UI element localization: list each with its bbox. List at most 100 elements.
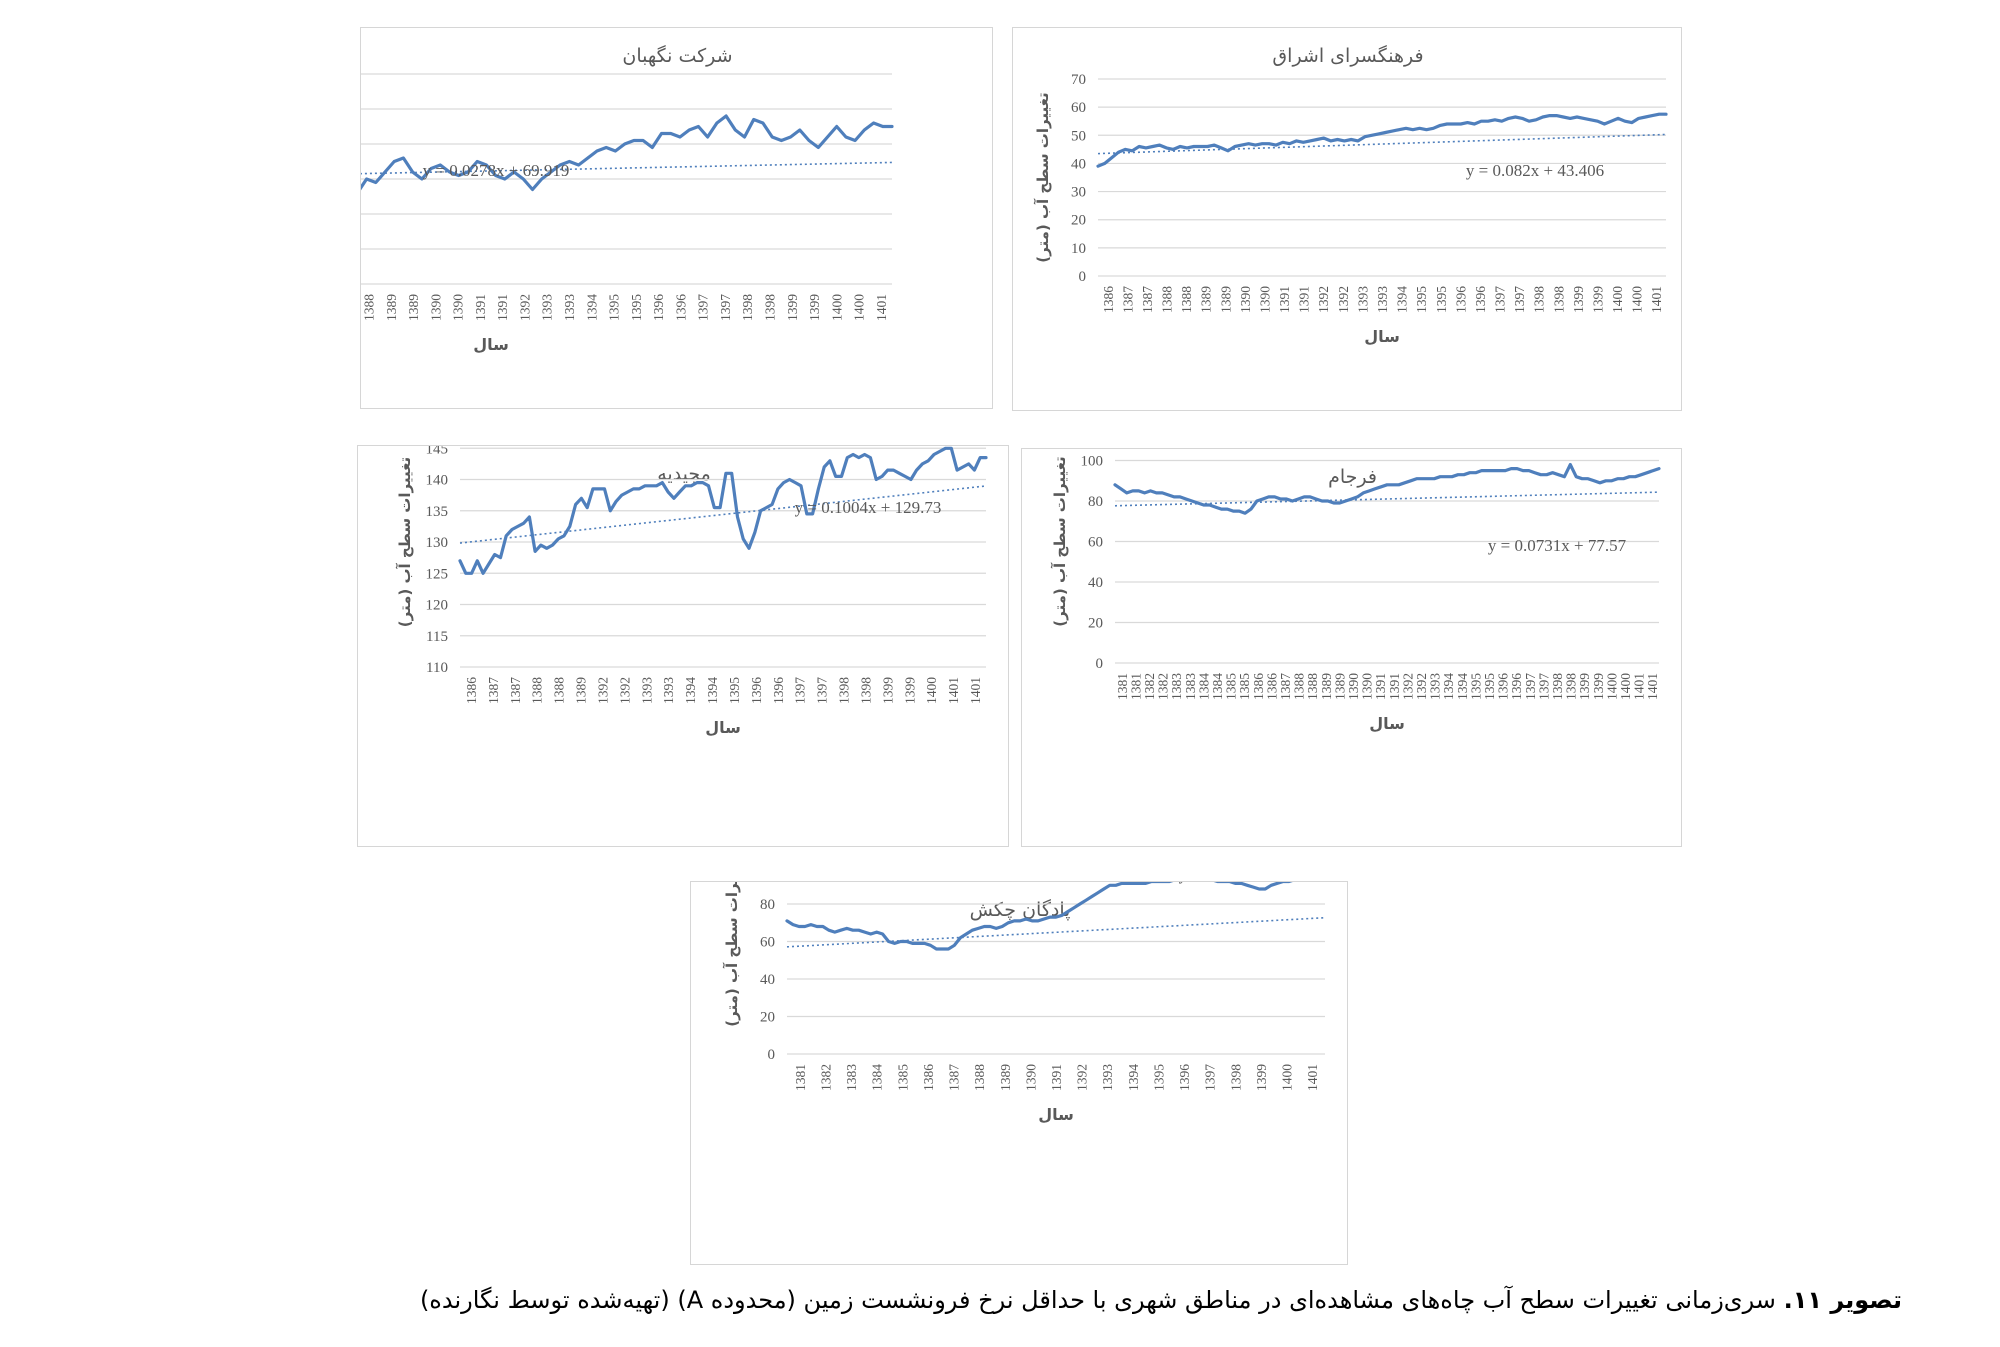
x-tick-label: 1398: [1228, 1064, 1243, 1091]
x-tick-label: 1388: [1292, 673, 1307, 700]
x-tick-label: 1395: [1434, 286, 1449, 313]
x-tick-label: 1399: [1571, 286, 1586, 313]
trendline-equation: y = 0.082x + 43.406: [1466, 161, 1604, 180]
x-tick-label: 1388: [1305, 673, 1320, 700]
x-tick-label: 1392: [517, 294, 532, 321]
x-tick-label: 1398: [1551, 286, 1566, 313]
trendline: [1114, 491, 1660, 507]
y-tick-label: 80: [760, 897, 775, 913]
x-tick-label: 1394: [1455, 673, 1470, 700]
x-tick-label: 1399: [880, 677, 895, 704]
x-tick-label: 1387: [1120, 286, 1135, 313]
y-tick-label: 20: [1071, 213, 1086, 229]
y-tick-label: 0: [1079, 269, 1087, 285]
trendline-equation: y = 0.1004x + 129.73: [795, 498, 942, 517]
y-axis-label: تغییرات سطح آب (متر): [396, 457, 414, 627]
x-tick-label: 1394: [1126, 1064, 1141, 1091]
x-tick-label: 1397: [718, 294, 733, 321]
trendline-equation: y = 0.1727x + 56.968: [1179, 882, 1326, 884]
trendline: [361, 161, 893, 175]
x-tick-label: 1388: [552, 677, 567, 704]
chart-title: شرکت نگهبان: [622, 44, 732, 67]
x-tick-label: 1386: [1251, 673, 1266, 700]
series-line: [1096, 112, 1668, 168]
x-tick-label: 1392: [617, 677, 632, 704]
x-tick-label: 1396: [1177, 1064, 1192, 1091]
y-tick-label: 145: [426, 446, 449, 457]
x-tick-label: 1401: [874, 294, 889, 321]
x-tick-label: 1401: [1305, 1064, 1320, 1091]
x-axis-label: سال: [1038, 1105, 1074, 1124]
x-tick-label: 1396: [749, 677, 764, 704]
x-tick-label: 1391: [495, 294, 510, 321]
x-tick-label: 1400: [1604, 673, 1619, 700]
x-axis-label: سال: [473, 335, 509, 354]
y-tick-label: 60: [760, 935, 775, 951]
x-tick-label: 1390: [1023, 1064, 1038, 1091]
y-tick-label: 125: [426, 566, 449, 582]
y-tick-label: 30: [1071, 185, 1086, 201]
y-tick-label: 135: [426, 504, 449, 520]
y-tick-label: 80: [1088, 494, 1103, 510]
x-tick-label: 1399: [785, 294, 800, 321]
x-tick-label: 1398: [740, 294, 755, 321]
y-tick-label: 140: [426, 473, 449, 489]
series-line: [361, 114, 894, 192]
x-tick-label: 1397: [1512, 286, 1527, 313]
x-tick-label: 1383: [1183, 673, 1198, 700]
x-tick-label: 1393: [639, 677, 654, 704]
x-tick-label: 1386: [1264, 673, 1279, 700]
chart-title: فرهنگسرای اشراق: [1272, 44, 1423, 67]
x-tick-label: 1401: [1632, 673, 1647, 700]
x-axis-label: سال: [705, 718, 741, 737]
y-tick-label: 0: [1096, 656, 1104, 672]
x-tick-label: 1388: [361, 294, 376, 321]
x-tick-label: 1395: [607, 294, 622, 321]
x-tick-label: 1395: [1414, 286, 1429, 313]
figure-caption: تصویر ۱۱. سری‌زمانی تغییرات سطح آب چاه‌ه…: [240, 1286, 1902, 1314]
chart-svg-negahban: شرکت نگهبان55606570758085138113821382138…: [361, 44, 894, 354]
x-tick-label: 1397: [815, 677, 830, 704]
caption-text: سری‌زمانی تغییرات سطح آب چاه‌های مشاهده‌…: [419, 1286, 1776, 1314]
x-tick-label: 1392: [595, 677, 610, 704]
y-axis-label: تغییرات سطح آب (متر): [1034, 92, 1052, 262]
x-tick-label: 1394: [1441, 673, 1456, 700]
x-tick-label: 1396: [651, 294, 666, 321]
x-tick-label: 1391: [1049, 1064, 1064, 1091]
x-tick-label: 1396: [1453, 286, 1468, 313]
chart-panel-majidieh: مجیدیه1101151201251301351401451501386138…: [357, 445, 1009, 847]
x-tick-label: 1397: [1203, 1064, 1218, 1091]
y-tick-label: 20: [1088, 616, 1103, 632]
y-tick-label: 60: [1088, 535, 1103, 551]
x-tick-label: 1391: [1277, 286, 1292, 313]
x-tick-label: 1389: [1319, 673, 1334, 700]
x-tick-label: 1396: [1496, 673, 1511, 700]
y-tick-label: 0: [768, 1047, 776, 1063]
x-tick-label: 1392: [1414, 673, 1429, 700]
chart-svg-padegan-chakosh: پادگان چکش020406080100120138113821383138…: [723, 882, 1326, 1124]
x-tick-label: 1388: [530, 677, 545, 704]
x-tick-label: 1395: [1151, 1064, 1166, 1091]
y-tick-label: 130: [426, 535, 449, 551]
x-tick-label: 1393: [562, 294, 577, 321]
y-axis-label: تغییرات سطح آب (متر): [1051, 456, 1069, 626]
x-tick-label: 1393: [661, 677, 676, 704]
x-tick-label: 1400: [1610, 286, 1625, 313]
x-tick-label: 1398: [1532, 286, 1547, 313]
x-tick-label: 1397: [1536, 673, 1551, 700]
x-tick-label: 1399: [1254, 1064, 1269, 1091]
x-tick-label: 1401: [968, 677, 983, 704]
y-tick-label: 60: [1071, 100, 1086, 116]
x-tick-label: 1395: [629, 294, 644, 321]
x-tick-label: 1397: [793, 677, 808, 704]
x-tick-label: 1387: [1140, 286, 1155, 313]
x-tick-label: 1393: [1100, 1064, 1115, 1091]
x-tick-label: 1385: [1237, 673, 1252, 700]
series-line: [1113, 463, 1661, 515]
chart-panel-farjam: فرجام02040608010012013811381138213821383…: [1021, 448, 1682, 847]
x-tick-label: 1384: [870, 1064, 885, 1091]
x-tick-label: 1390: [1257, 286, 1272, 313]
x-tick-label: 1399: [902, 677, 917, 704]
x-tick-label: 1394: [584, 294, 599, 321]
x-tick-label: 1401: [1649, 286, 1664, 313]
